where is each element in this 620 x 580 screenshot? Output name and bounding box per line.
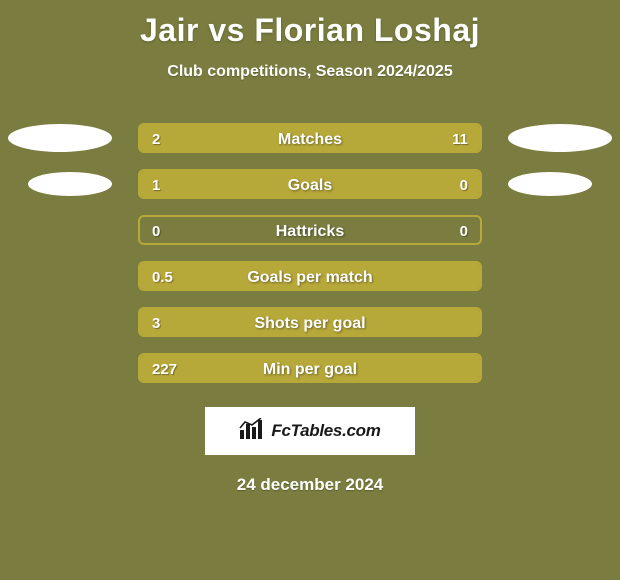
stat-row: 10Goals xyxy=(0,161,620,207)
stat-bar: 0.5Goals per match xyxy=(138,261,482,291)
stat-bar: 3Shots per goal xyxy=(138,307,482,337)
stat-label: Shots per goal xyxy=(140,309,480,337)
stat-bar: 227Min per goal xyxy=(138,353,482,383)
bar-chart-icon xyxy=(239,418,265,445)
stat-row: 211Matches xyxy=(0,115,620,161)
stat-label: Matches xyxy=(140,125,480,153)
stat-label: Hattricks xyxy=(140,217,480,245)
comparison-chart: 211Matches 10Goals 00Hattricks 0.5Goals per… xyxy=(0,115,620,391)
date-label: 24 december 2024 xyxy=(0,475,620,495)
stat-label: Min per goal xyxy=(140,355,480,383)
stat-label: Goals per match xyxy=(140,263,480,291)
stat-bar: 10Goals xyxy=(138,169,482,199)
decoration-ellipse xyxy=(8,124,112,152)
decoration-ellipse xyxy=(508,172,592,196)
stat-row: 227Min per goal xyxy=(0,345,620,391)
source-badge: FcTables.com xyxy=(205,407,415,455)
stat-label: Goals xyxy=(140,171,480,199)
stat-row: 0.5Goals per match xyxy=(0,253,620,299)
stat-row: 00Hattricks xyxy=(0,207,620,253)
stat-row: 3Shots per goal xyxy=(0,299,620,345)
stat-bar: 00Hattricks xyxy=(138,215,482,245)
source-badge-text: FcTables.com xyxy=(271,421,380,441)
stat-bar: 211Matches xyxy=(138,123,482,153)
subtitle: Club competitions, Season 2024/2025 xyxy=(0,63,620,81)
decoration-ellipse xyxy=(28,172,112,196)
decoration-ellipse xyxy=(508,124,612,152)
page-title: Jair vs Florian Loshaj xyxy=(0,0,620,49)
